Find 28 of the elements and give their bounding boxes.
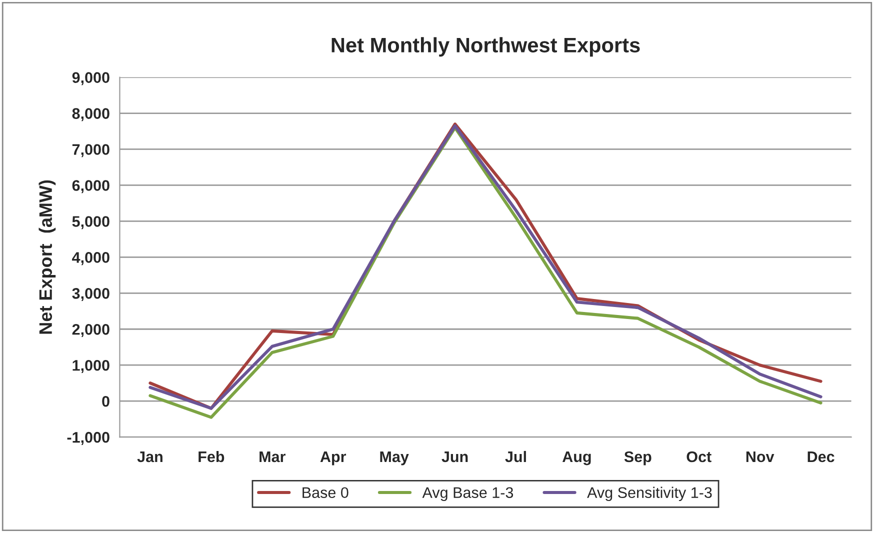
- x-tick-label: Feb: [198, 450, 224, 462]
- y-tick-label: 6,000: [72, 180, 110, 194]
- x-tick-label: Mar: [260, 452, 286, 462]
- y-tick-label: 3,000: [72, 288, 110, 302]
- x-tick-label: Jun: [442, 452, 468, 462]
- x-tick-label: Jan: [137, 452, 162, 462]
- y-tick-label: 4,000: [72, 252, 110, 266]
- x-tick-label: Apr: [320, 452, 346, 466]
- chart-title: Net Monthly Northwest Exports: [332, 37, 640, 57]
- y-tick-label: -1,000: [67, 432, 110, 445]
- x-tick-label: Jul: [505, 450, 526, 462]
- x-tick-label: Dec: [808, 452, 834, 462]
- x-tick-label: Sep: [624, 451, 652, 466]
- legend-label: Avg Base 1-3: [422, 487, 514, 502]
- x-tick-label: Oct: [686, 451, 712, 462]
- legend-label: Avg Sensitivity 1-3: [587, 486, 712, 502]
- y-tick-label: 5,000: [72, 216, 110, 230]
- y-tick-label: 9,000: [72, 72, 110, 86]
- y-tick-label: 7,000: [72, 144, 110, 158]
- x-tick-label: May: [380, 452, 409, 466]
- x-tick-label: Nov: [746, 452, 774, 462]
- y-tick-label: 2,000: [72, 324, 110, 338]
- y-tick-label: 8,000: [72, 108, 110, 122]
- y-tick-label: 1,000: [72, 360, 110, 374]
- y-tick-label: 0: [102, 396, 110, 407]
- x-tick-label: Aug: [562, 451, 591, 466]
- y-axis-title: Net Export (aMW): [38, 180, 56, 334]
- legend-label: Base 0: [302, 487, 348, 498]
